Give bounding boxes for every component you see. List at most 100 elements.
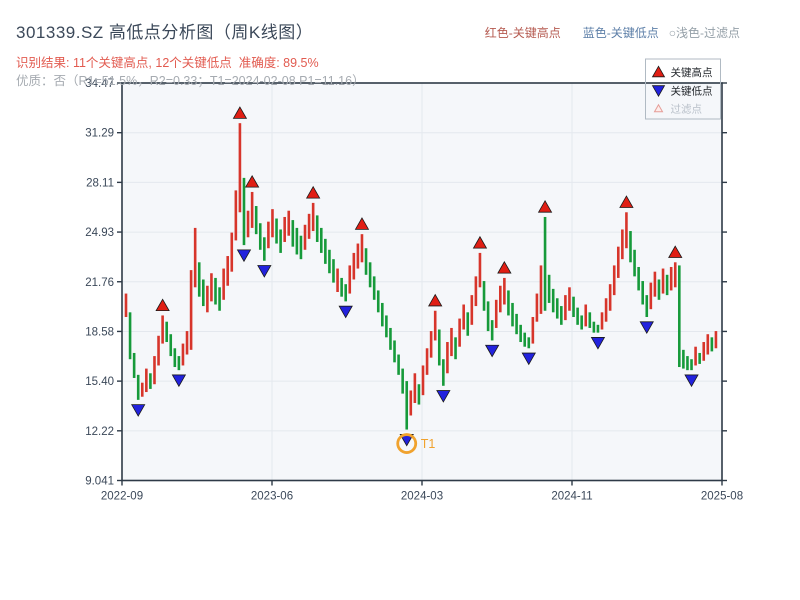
candle — [271, 209, 274, 238]
candle — [454, 337, 457, 360]
key-high-marker — [244, 174, 260, 188]
candle — [535, 293, 539, 322]
key-high-marker — [619, 195, 634, 208]
candle — [234, 190, 238, 241]
candle — [503, 277, 506, 305]
candle — [238, 123, 242, 213]
candle — [324, 238, 327, 264]
candle — [665, 274, 669, 296]
candle — [242, 177, 246, 246]
legend-key-high-label: 关键高点 — [671, 66, 713, 79]
candle — [401, 368, 404, 394]
candle — [267, 221, 270, 249]
candle — [145, 368, 148, 393]
candle — [385, 315, 388, 338]
candle — [462, 304, 465, 330]
key-low-marker — [338, 305, 353, 319]
candle — [466, 312, 470, 336]
y-axis-label: 34.47 — [85, 78, 114, 90]
candle — [442, 359, 445, 386]
candle — [381, 302, 384, 327]
x-axis-label: 2024-11 — [551, 491, 592, 503]
candle — [669, 266, 673, 291]
key-low-marker — [257, 265, 272, 278]
candle — [348, 265, 352, 294]
candle — [507, 290, 510, 316]
key-high-marker — [537, 199, 553, 213]
y-axis-label: 15.40 — [85, 376, 114, 388]
legend-key-low-icon — [651, 85, 666, 98]
candle — [193, 227, 197, 288]
candle — [710, 337, 714, 352]
candle — [218, 287, 221, 311]
candle — [303, 224, 307, 250]
x-axis-label: 2025-08 — [701, 491, 743, 503]
key-high-marker — [497, 260, 512, 274]
key-high-marker — [668, 245, 683, 258]
candle — [673, 262, 677, 288]
candle — [547, 274, 551, 303]
candle — [637, 266, 640, 291]
candle — [629, 231, 632, 263]
candle — [258, 223, 262, 250]
candle — [311, 202, 315, 232]
t1-label: T1 — [421, 437, 436, 451]
candle — [275, 218, 278, 244]
candle — [621, 229, 624, 260]
candle — [356, 243, 360, 269]
key-low-marker — [639, 321, 654, 334]
candle — [437, 329, 441, 366]
key-low-marker — [171, 374, 187, 388]
candle — [230, 232, 234, 272]
candle — [633, 249, 636, 277]
candle — [564, 295, 567, 321]
candle — [600, 312, 604, 330]
x-axis-label: 2022-09 — [101, 491, 143, 503]
candle — [161, 315, 164, 344]
candle — [527, 337, 531, 349]
candle — [543, 216, 547, 311]
candle — [490, 320, 494, 341]
y-axis-label: 9.041 — [85, 476, 114, 488]
candle — [555, 298, 559, 319]
key-low-marker — [590, 337, 606, 350]
y-axis-label: 24.93 — [85, 227, 114, 239]
candle — [189, 270, 193, 350]
candle — [165, 321, 168, 343]
candle — [417, 384, 421, 405]
candle — [560, 306, 563, 325]
candle — [214, 277, 217, 305]
candle — [588, 312, 592, 328]
candle — [714, 331, 718, 349]
candle — [254, 206, 258, 235]
candle — [523, 332, 527, 347]
candle — [698, 352, 701, 364]
candle — [157, 335, 160, 366]
candle — [263, 237, 266, 261]
candle — [678, 265, 681, 368]
key-high-marker — [232, 106, 248, 119]
candle — [222, 268, 225, 300]
candle — [612, 265, 616, 296]
candle — [551, 288, 555, 313]
y-axis-label: 28.11 — [86, 177, 114, 189]
key-high-marker — [354, 217, 370, 230]
candle — [173, 348, 177, 368]
key-low-marker — [521, 352, 536, 366]
candle — [482, 281, 486, 311]
candle — [682, 349, 685, 369]
candle — [604, 298, 608, 322]
candle — [250, 191, 254, 228]
x-axis-label: 2023-06 — [251, 491, 293, 503]
page-title: 301339.SZ 高低点分析图（周K线图） — [16, 23, 314, 42]
candle — [364, 248, 368, 275]
candle — [279, 229, 282, 253]
candle — [702, 342, 706, 361]
y-axis-label: 21.76 — [85, 277, 114, 289]
candle — [344, 284, 347, 302]
x-axis-label: 2024-03 — [401, 491, 443, 503]
candle — [470, 295, 474, 325]
legend-key-high-icon — [651, 65, 666, 78]
candle — [291, 220, 295, 247]
candle — [307, 213, 311, 239]
